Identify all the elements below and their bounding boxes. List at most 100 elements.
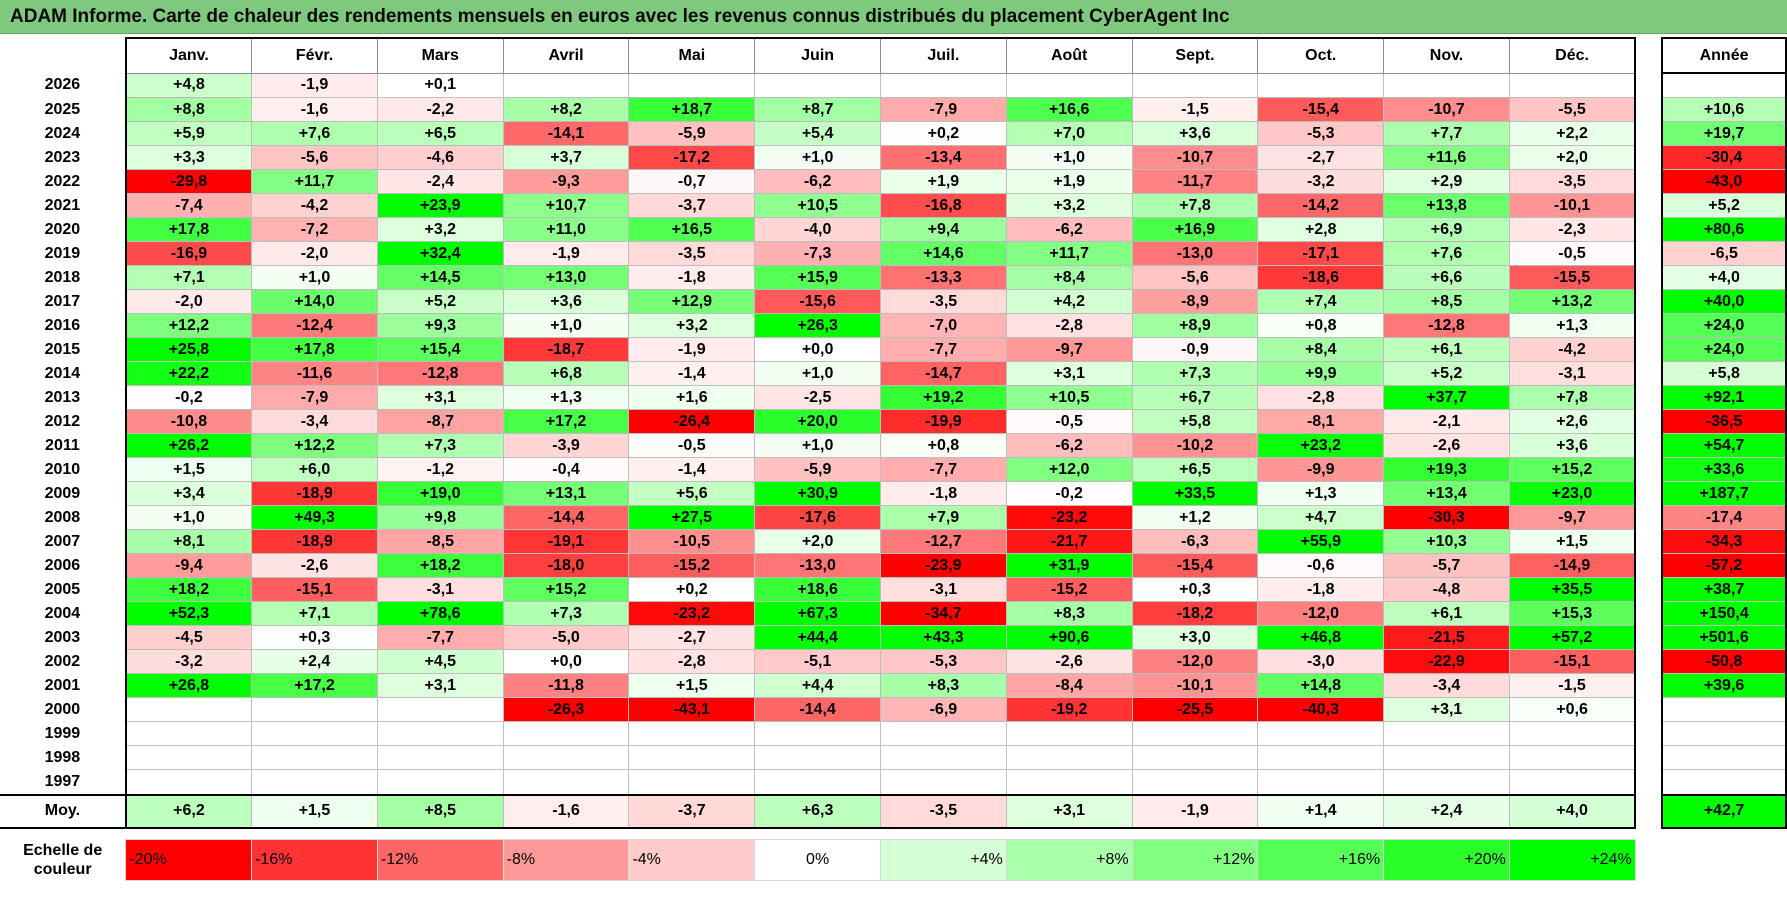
heat-cell: -22,9 xyxy=(1383,649,1510,674)
heat-cell: +16,5 xyxy=(628,217,756,242)
heat-cell: +7,3 xyxy=(502,601,630,626)
heat-cell: -3,0 xyxy=(1257,649,1385,674)
heat-cell: -3,1 xyxy=(880,577,1007,602)
heat-cell: -23,9 xyxy=(880,553,1007,578)
heat-cell: +0,6 xyxy=(1508,697,1637,722)
heat-cell: +14,8 xyxy=(1257,673,1385,698)
heat-cell: -12,8 xyxy=(376,361,504,386)
annual-cell: +5,2 xyxy=(1661,193,1787,218)
column-gap xyxy=(1635,673,1663,698)
heat-cell: -16,9 xyxy=(124,241,253,266)
heat-cell: +2,4 xyxy=(251,649,378,674)
heat-cell: +6,8 xyxy=(502,361,630,386)
heat-cell: +6,6 xyxy=(1383,265,1510,290)
heat-cell: -1,8 xyxy=(880,481,1007,506)
heat-cell: +15,2 xyxy=(1508,457,1637,482)
month-header: Avril xyxy=(502,37,630,74)
heat-cell xyxy=(502,769,630,796)
heat-cell: +2,2 xyxy=(1508,121,1637,146)
year-label: 2021 xyxy=(44,196,81,214)
year-label: 2026 xyxy=(44,76,81,94)
heat-cell: -1,9 xyxy=(628,337,756,362)
heat-cell: -6,3 xyxy=(1131,529,1259,554)
heat-cell: +16,9 xyxy=(1131,217,1259,242)
heat-cell: +7,8 xyxy=(1508,385,1637,410)
heat-cell: -2,0 xyxy=(251,241,378,266)
heatmap-table: Janv. Févr. Mars Avril Mai Juin Juil. Août Sept.… xyxy=(0,37,1787,881)
color-scale-label: Echelle de couleur xyxy=(0,839,126,880)
heat-cell: -7,7 xyxy=(376,625,504,650)
heat-cell: +0,2 xyxy=(628,577,756,602)
annual-cell: +150,4 xyxy=(1661,601,1787,626)
heat-cell xyxy=(1131,769,1259,796)
heat-cell xyxy=(124,745,253,770)
column-gap xyxy=(1635,553,1663,578)
heat-cell: -10,2 xyxy=(1131,433,1259,458)
heat-cell: +7,8 xyxy=(1131,193,1259,218)
heat-cell: -3,5 xyxy=(628,241,756,266)
average-cell: +6,2 xyxy=(124,793,253,829)
heat-cell: +6,5 xyxy=(1131,457,1259,482)
annual-cell: -6,5 xyxy=(1661,241,1787,266)
heat-cell: +8,1 xyxy=(124,529,253,554)
heat-cell: -5,0 xyxy=(502,625,630,650)
column-gap xyxy=(1635,121,1663,146)
annual-cell: +80,6 xyxy=(1661,217,1787,242)
year-row: 2024 +5,9 +7,6 +6,5 -14,1 -5,9 +5,4 +0,2 +7,0 +3,… xyxy=(0,121,1787,146)
heat-cell: -2,2 xyxy=(376,97,504,122)
heat-cell xyxy=(754,745,881,770)
heat-cell xyxy=(124,697,253,722)
heat-cell: -3,1 xyxy=(1508,361,1637,386)
year-label: 2022 xyxy=(44,172,81,190)
year-label: 2008 xyxy=(44,508,81,526)
column-gap xyxy=(1635,97,1663,122)
heat-cell: +23,0 xyxy=(1508,481,1637,506)
color-scale-step: -12% xyxy=(376,838,504,881)
heat-cell: +78,6 xyxy=(376,601,504,626)
heat-cell xyxy=(1508,769,1637,796)
heat-cell: +15,3 xyxy=(1508,601,1637,626)
heat-cell: +17,2 xyxy=(502,409,630,434)
column-gap xyxy=(1635,385,1663,410)
heat-cell: -5,3 xyxy=(1257,121,1385,146)
year-label: 2015 xyxy=(44,340,81,358)
heat-cell: +25,8 xyxy=(124,337,253,362)
annual-cell: -36,5 xyxy=(1661,409,1787,434)
heat-cell: -0,5 xyxy=(1508,241,1637,266)
color-scale-step: -8% xyxy=(502,838,630,881)
heat-cell: +0,8 xyxy=(880,433,1007,458)
heat-cell: -23,2 xyxy=(628,601,756,626)
heat-cell xyxy=(754,769,881,796)
heat-cell xyxy=(124,721,253,746)
heat-cell: -25,5 xyxy=(1131,697,1259,722)
annual-cell: +92,1 xyxy=(1661,385,1787,410)
average-annual-cell: +42,7 xyxy=(1661,793,1787,829)
heat-cell: -3,5 xyxy=(1508,169,1637,194)
heat-cell: +0,3 xyxy=(251,625,378,650)
heat-cell: -9,4 xyxy=(124,553,253,578)
year-row: 2018 +7,1 +1,0 +14,5 +13,0 -1,8 +15,9 -13,3 +8,4… xyxy=(0,265,1787,290)
heat-cell: -8,9 xyxy=(1131,289,1259,314)
heat-cell xyxy=(1005,72,1133,98)
heat-cell: -7,9 xyxy=(880,97,1007,122)
heat-cell: +31,9 xyxy=(1005,553,1133,578)
heat-cell: +1,6 xyxy=(628,385,756,410)
annual-cell: +54,7 xyxy=(1661,433,1787,458)
heat-cell: +27,5 xyxy=(628,505,756,530)
year-row: 2016 +12,2 -12,4 +9,3 +1,0 +3,2 +26,3 -7,0 -2,8 +… xyxy=(0,313,1787,338)
heat-cell: +1,0 xyxy=(502,313,630,338)
heat-cell: +3,1 xyxy=(376,385,504,410)
heat-cell: -5,9 xyxy=(754,457,881,482)
heat-cell: +14,6 xyxy=(880,241,1007,266)
heat-cell: +7,3 xyxy=(1131,361,1259,386)
heat-cell: -3,4 xyxy=(251,409,378,434)
heat-cell: -7,0 xyxy=(880,313,1007,338)
column-gap xyxy=(1635,193,1663,218)
heat-cell: +11,7 xyxy=(1005,241,1133,266)
annual-cell: +24,0 xyxy=(1661,313,1787,338)
average-label: Moy. xyxy=(0,793,126,829)
annual-cell: -17,4 xyxy=(1661,505,1787,530)
average-cell: -3,7 xyxy=(628,793,756,829)
heat-cell: -11,7 xyxy=(1131,169,1259,194)
color-scale-step: +8% xyxy=(1005,838,1133,881)
